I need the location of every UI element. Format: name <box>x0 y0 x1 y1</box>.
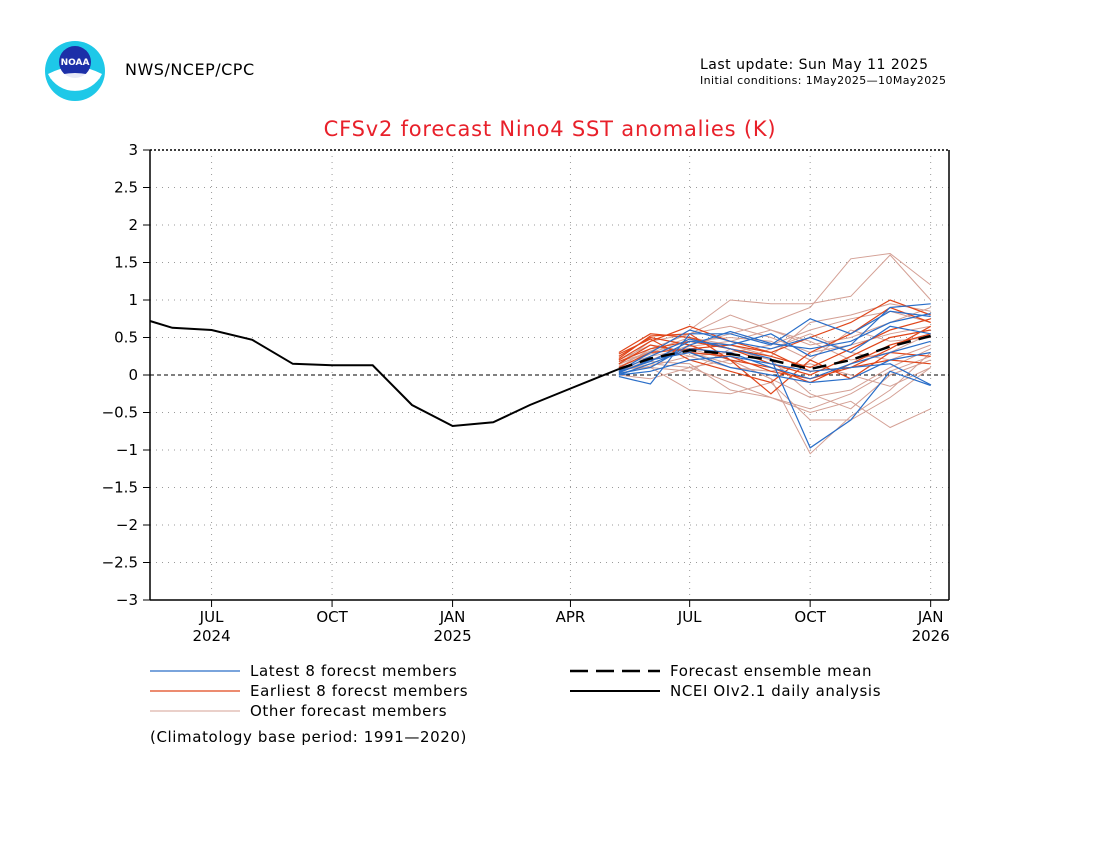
legend-other-label: Other forecast members <box>250 702 447 720</box>
ensemble-mean-line <box>618 334 932 371</box>
y-tick-label: 1 <box>128 291 138 309</box>
y-tick-label: 1.5 <box>114 254 138 272</box>
y-tick-label: −0.5 <box>102 404 138 422</box>
legend: Latest 8 forecst members Earliest 8 forec… <box>150 662 881 746</box>
y-tick-label: 0.5 <box>114 329 138 347</box>
x-tick-label: OCT <box>316 608 348 626</box>
y-tick-label: 3 <box>128 141 138 159</box>
other-member-line-12 <box>618 329 931 362</box>
y-tick-label: −1 <box>116 441 138 459</box>
last-update-text: Last update: Sun May 11 2025 <box>700 57 929 73</box>
latest-member-line-2 <box>618 338 931 449</box>
x-tick-label: JUL <box>199 608 224 626</box>
main-lines <box>149 320 932 428</box>
x-tick-label: JUL <box>677 608 702 626</box>
other-member-line-3 <box>618 363 931 429</box>
latest-members <box>618 303 931 449</box>
climatology-note: (Climatology base period: 1991—2020) <box>150 728 467 746</box>
latest-member-line-5 <box>618 325 931 372</box>
y-tick-label: 2 <box>128 216 138 234</box>
x-tick-label: OCT <box>794 608 826 626</box>
latest-member-line-8 <box>618 355 931 386</box>
legend-observed-label: NCEI OIv2.1 daily analysis <box>670 682 881 700</box>
earliest-member-line-4 <box>618 325 931 380</box>
earliest-member-line-8 <box>618 344 931 372</box>
grid-lines <box>150 150 949 600</box>
x-year-label: 2025 <box>433 627 471 645</box>
y-tick-label: −2.5 <box>102 554 138 572</box>
earliest-member-line-5 <box>618 333 931 395</box>
other-member-line-15 <box>618 355 931 410</box>
x-year-label: 2026 <box>912 627 950 645</box>
earliest-member-line-7 <box>618 306 931 384</box>
latest-member-line-6 <box>618 351 931 384</box>
x-tick-label: JAN <box>917 608 944 626</box>
noaa-logo: NOAA <box>45 41 105 101</box>
legend-earliest-label: Earliest 8 forecst members <box>250 682 468 700</box>
chart-title: CFSv2 forecast Nino4 SST anomalies (K) <box>324 117 777 141</box>
observed-analysis-line <box>149 320 620 428</box>
axes: 32.521.510.50−0.5−1−1.5−2−2.5−3JUL2024OC… <box>102 141 950 645</box>
y-tick-label: 2.5 <box>114 179 138 197</box>
legend-ensemble-mean-label: Forecast ensemble mean <box>670 662 872 680</box>
legend-latest-label: Latest 8 forecst members <box>250 662 457 680</box>
update-info: Last update: Sun May 11 2025 Initial con… <box>700 57 946 87</box>
initial-conditions-text: Initial conditions: 1May2025—10May2025 <box>700 74 947 87</box>
y-tick-label: −2 <box>116 516 138 534</box>
latest-member-line-4 <box>618 340 931 380</box>
y-tick-label: −3 <box>116 591 138 609</box>
noaa-logo-text: NOAA <box>61 58 90 68</box>
agency-label: NWS/NCEP/CPC <box>125 60 255 79</box>
y-tick-label: 0 <box>128 366 138 384</box>
y-tick-label: −1.5 <box>102 479 138 497</box>
other-member-line-8 <box>618 348 931 399</box>
latest-member-line-3 <box>618 312 931 375</box>
x-year-label: 2024 <box>192 627 230 645</box>
x-tick-label: JAN <box>439 608 466 626</box>
x-tick-label: APR <box>556 608 586 626</box>
